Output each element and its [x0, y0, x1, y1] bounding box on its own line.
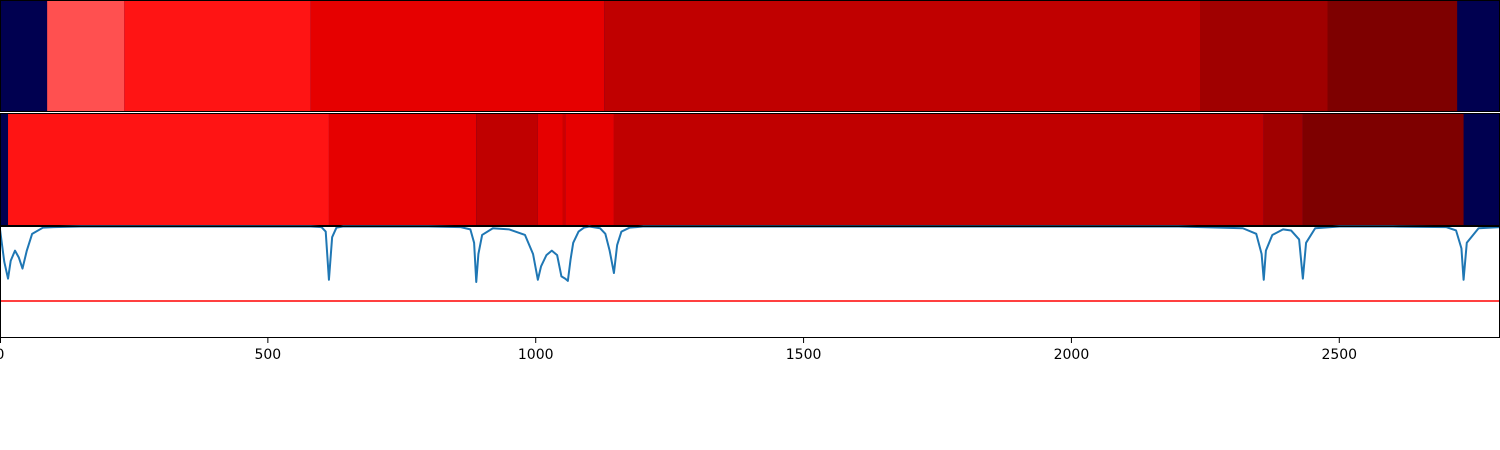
middle-heatmap-band: [0, 113, 1500, 226]
x-tick-label-2000: 2000: [1054, 347, 1090, 363]
top-band-segment-2: [310, 0, 605, 112]
middle-band-segment-3: [537, 113, 563, 226]
middle-band-segment-6: [613, 113, 1264, 226]
middle-band-segment-0: [8, 113, 329, 226]
top-band-segment-4: [1200, 0, 1328, 112]
top-heatmap-band: [0, 0, 1500, 112]
x-tick-label-0: 0: [0, 347, 4, 363]
x-tick-label-2500: 2500: [1321, 347, 1357, 363]
middle-band-segment-4: [562, 113, 566, 226]
middle-band-segment-8: [1302, 113, 1464, 226]
x-tick-label-1000: 1000: [518, 347, 554, 363]
bottom-signal-panel: [0, 225, 1500, 338]
middle-band-segment-2: [476, 113, 538, 226]
x-axis: 0 500 1000 1500 2000 2500: [0, 338, 1357, 363]
x-tick-label-500: 500: [254, 347, 281, 363]
middle-band-segment-7: [1263, 113, 1303, 226]
top-band-segment-0: [47, 0, 125, 112]
top-band-segment-3: [604, 0, 1200, 112]
top-band-segment-5: [1327, 0, 1458, 112]
signal-panel-background: [0, 226, 1500, 338]
middle-band-segment-5: [565, 113, 614, 226]
top-band-segment-1: [124, 0, 311, 112]
x-tick-label-1500: 1500: [786, 347, 822, 363]
middle-band-segment-1: [328, 113, 477, 226]
